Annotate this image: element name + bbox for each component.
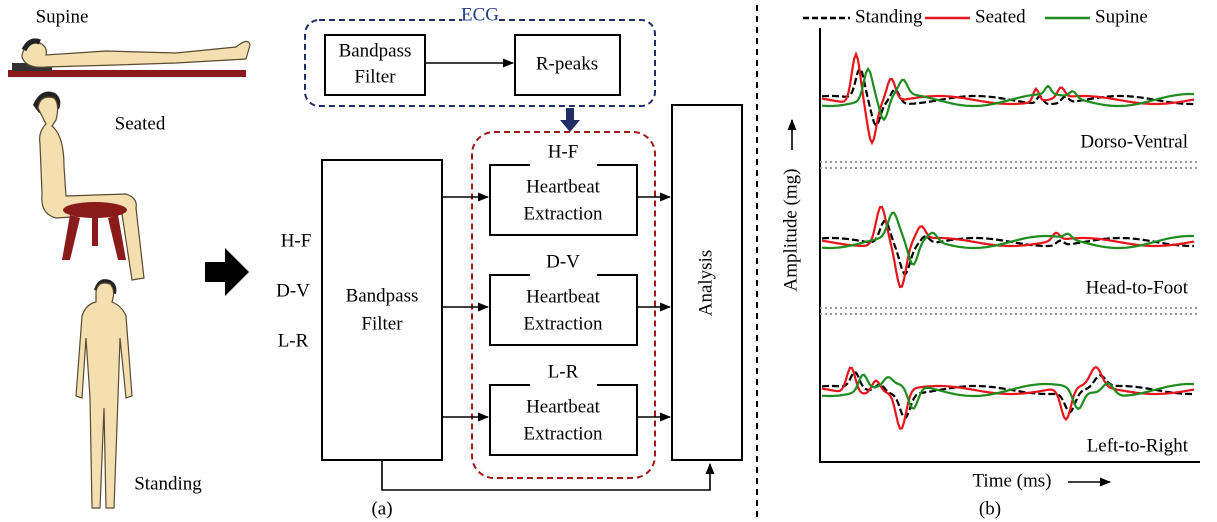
waveform [821,373,1195,411]
analysis-text: Analysis [695,250,716,317]
ecg-filter-text: Bandpass [339,40,412,61]
legend-label: Seated [975,6,1026,27]
posture-label: Seated [115,113,166,134]
waveform [821,211,1195,266]
bandpass-text: Filter [361,313,403,334]
extraction-text: Extraction [523,313,603,334]
caption: (a) [371,498,392,519]
waveform [821,66,1194,128]
rpeak-box [514,34,621,96]
extraction-group [471,131,656,479]
waveform [821,220,1194,275]
input-label: D-V [276,280,310,301]
feedback-arrow [381,460,715,491]
extraction-box [489,274,638,346]
supine-figure [8,38,251,77]
extraction-text: Extraction [523,423,603,444]
analysis-box [671,104,743,461]
ecg-filter-text: Filter [354,66,396,87]
axes [819,28,1200,463]
standing-figure [75,279,133,509]
waveform [821,371,1194,419]
y-label: Amplitude (mg) [780,169,801,292]
waveform [821,205,1195,289]
rpeak-text: R-peaks [536,53,598,74]
label-bg [530,143,597,167]
bandpass-text: Bandpass [346,285,419,306]
input-label: L-R [278,330,309,351]
ecg-label: ECG [461,4,499,25]
label-bg [530,363,597,387]
subplot-label: Head-to-Foot [1086,277,1189,298]
axis-label: L-R [548,361,579,382]
posture-label: Standing [134,473,202,494]
waveform [821,51,1195,146]
x-label: Time (ms) [972,470,1051,491]
extraction-text: Heartbeat [526,396,601,417]
bandpass-box [321,159,443,461]
waveform [821,365,1195,430]
posture-label: Supine [36,6,89,27]
ecg-filter-box [324,34,426,96]
seated-figure [33,91,145,281]
big-arrow [205,248,249,296]
subplot-label: Dorso-Ventral [1080,131,1188,152]
ecg-arrow [560,108,580,132]
legend-label: Standing [855,6,923,27]
subplot-label: Left-to-Right [1087,435,1189,456]
input-label: H-F [281,230,312,251]
extraction-text: Heartbeat [526,176,601,197]
extraction-text: Heartbeat [526,286,601,307]
label-bg [530,253,597,277]
caption: (b) [979,498,1001,519]
waveform [821,66,1195,122]
extraction-box [489,164,638,236]
axis-label: D-V [546,251,580,272]
extraction-text: Extraction [523,203,603,224]
extraction-box [489,384,638,456]
legend-label: Supine [1095,6,1148,27]
axis-label: H-F [548,141,579,162]
